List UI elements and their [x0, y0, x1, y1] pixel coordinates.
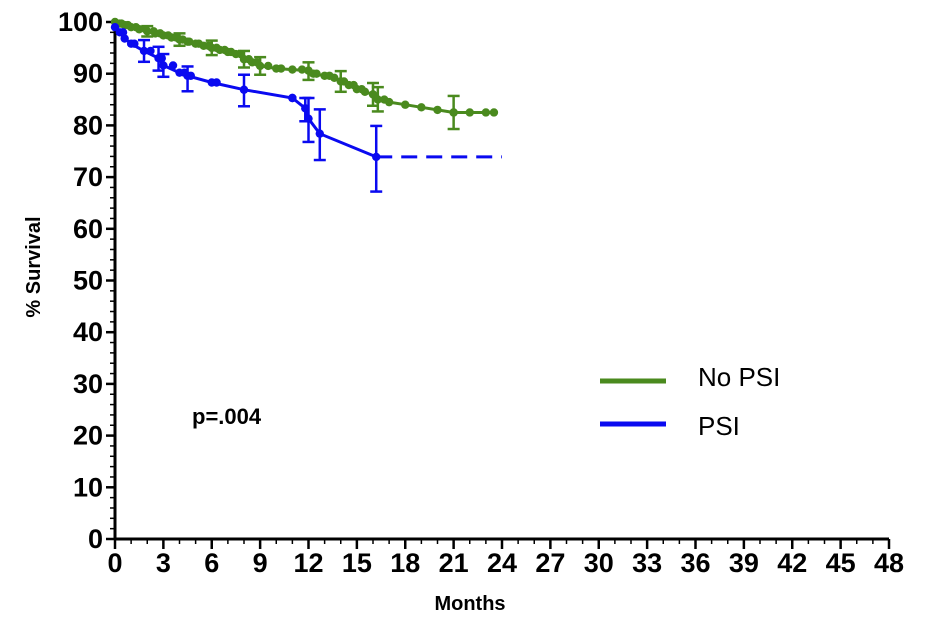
- data-point: [373, 95, 383, 104]
- data-point: [315, 129, 324, 138]
- p-value-annotation: p=.004: [192, 404, 262, 429]
- censor-point: [339, 77, 349, 86]
- censor-point: [141, 25, 150, 34]
- censor-point: [297, 65, 307, 74]
- censor-point: [226, 47, 236, 57]
- x-tick-label: 27: [535, 548, 565, 578]
- y-tick-label: 0: [88, 524, 103, 554]
- x-tick-label: 45: [826, 548, 856, 578]
- censor-point: [357, 85, 366, 94]
- y-tick-label: 50: [73, 266, 103, 296]
- censor-point: [220, 45, 229, 55]
- data-point: [288, 65, 297, 74]
- censor-point: [276, 64, 286, 73]
- censor-point: [164, 31, 173, 40]
- censor-point: [123, 20, 133, 30]
- censor-point: [178, 35, 187, 44]
- censor-point: [325, 71, 334, 80]
- censor-point: [449, 108, 458, 117]
- censor-point: [288, 93, 297, 103]
- y-tick-label: 20: [73, 421, 103, 451]
- x-tick-label: 3: [156, 548, 171, 578]
- series-layer: [110, 17, 502, 193]
- censor-point: [168, 61, 178, 70]
- censor-point: [349, 80, 358, 90]
- data-point: [401, 100, 410, 109]
- data-point: [489, 108, 499, 117]
- x-tick-label: 12: [293, 548, 323, 578]
- y-tick-label: 90: [73, 59, 103, 89]
- series-no-psi: [110, 17, 499, 131]
- x-tick-label: 0: [107, 548, 122, 578]
- x-tick-label: 39: [729, 548, 759, 578]
- censor-point: [149, 27, 158, 36]
- censor-point: [172, 33, 181, 42]
- data-point: [481, 108, 491, 117]
- censor-point: [180, 68, 189, 77]
- y-tick-label: 40: [73, 317, 103, 347]
- censor-point: [186, 71, 195, 80]
- censor-point: [184, 37, 194, 46]
- y-tick-label: 60: [73, 214, 103, 244]
- y-axis-label: % Survival: [23, 216, 45, 317]
- x-tick-label: 42: [777, 548, 807, 578]
- censor-point: [204, 41, 213, 50]
- censor-point: [212, 78, 221, 87]
- x-tick-label: 33: [632, 548, 662, 578]
- censor-point: [312, 69, 321, 78]
- y-tick-label: 10: [73, 472, 103, 502]
- data-point: [417, 103, 426, 112]
- censor-point: [263, 61, 273, 71]
- legend: No PSI PSI: [600, 362, 780, 441]
- x-tick-label: 9: [253, 548, 268, 578]
- censor-point: [236, 49, 245, 59]
- x-tick-label: 48: [874, 548, 904, 578]
- censor-point: [212, 43, 221, 53]
- data-point: [301, 104, 310, 113]
- data-point: [465, 108, 474, 117]
- censor-point: [194, 39, 204, 48]
- x-tick-label: 30: [584, 548, 614, 578]
- x-axis-label: Months: [434, 593, 505, 615]
- censor-point: [380, 95, 389, 104]
- censor-point: [157, 53, 166, 63]
- x-tick-label: 21: [439, 548, 469, 578]
- censor-point: [146, 46, 155, 56]
- data-point: [304, 114, 313, 123]
- y-tick-label: 70: [73, 162, 103, 192]
- data-point: [433, 105, 442, 115]
- data-point: [239, 85, 249, 94]
- series-psi: [110, 22, 502, 193]
- censor-point: [155, 29, 165, 38]
- censor-point: [244, 55, 254, 64]
- x-tick-label: 15: [342, 548, 372, 578]
- x-tick-label: 6: [204, 548, 219, 578]
- censor-point: [252, 58, 262, 67]
- censor-point: [118, 28, 128, 37]
- data-point: [139, 46, 149, 56]
- data-point: [372, 152, 381, 162]
- x-tick-label: 18: [390, 548, 420, 578]
- legend-label-no-psi: No PSI: [698, 362, 780, 392]
- x-tick-label: 36: [680, 548, 710, 578]
- censor-point: [130, 39, 139, 48]
- x-tick-label: 24: [487, 548, 517, 578]
- y-tick-label: 100: [58, 7, 103, 37]
- y-tick-label: 80: [73, 110, 103, 140]
- y-tick-label: 30: [73, 369, 103, 399]
- censor-point: [117, 19, 126, 28]
- legend-label-psi: PSI: [698, 411, 740, 441]
- censor-point: [131, 22, 141, 32]
- data-point: [159, 61, 168, 70]
